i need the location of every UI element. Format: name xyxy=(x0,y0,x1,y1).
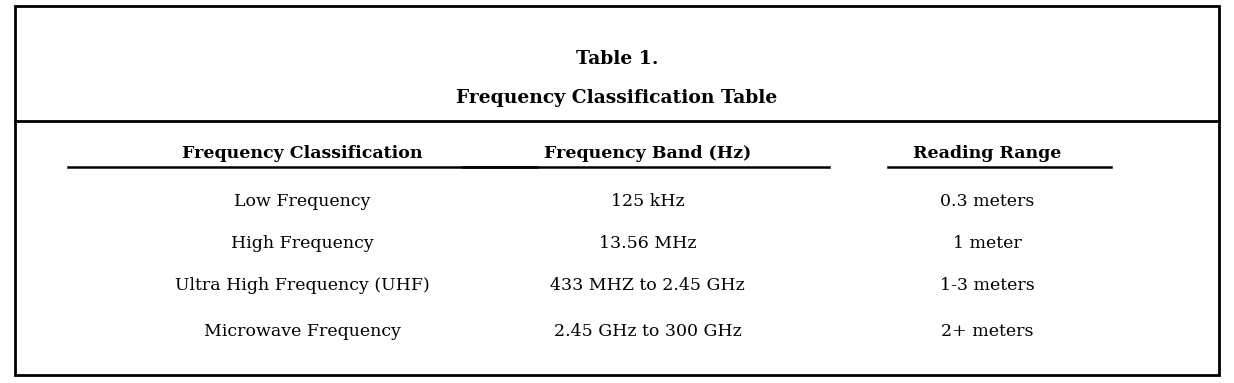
Text: Microwave Frequency: Microwave Frequency xyxy=(204,323,401,340)
Text: High Frequency: High Frequency xyxy=(231,235,374,252)
Text: 0.3 meters: 0.3 meters xyxy=(940,193,1034,210)
Text: 1-3 meters: 1-3 meters xyxy=(940,277,1034,294)
Text: Low Frequency: Low Frequency xyxy=(234,193,370,210)
Text: Frequency Classification: Frequency Classification xyxy=(183,145,422,162)
Text: Frequency Band (Hz): Frequency Band (Hz) xyxy=(544,145,752,162)
Text: Frequency Classification Table: Frequency Classification Table xyxy=(457,89,777,106)
Text: Table 1.: Table 1. xyxy=(576,51,658,68)
Text: 2+ meters: 2+ meters xyxy=(942,323,1033,340)
Text: Reading Range: Reading Range xyxy=(913,145,1061,162)
Text: 13.56 MHz: 13.56 MHz xyxy=(598,235,697,252)
Text: 2.45 GHz to 300 GHz: 2.45 GHz to 300 GHz xyxy=(554,323,742,340)
Text: Ultra High Frequency (UHF): Ultra High Frequency (UHF) xyxy=(175,277,429,294)
Text: 125 kHz: 125 kHz xyxy=(611,193,685,210)
Text: 1 meter: 1 meter xyxy=(953,235,1022,252)
Text: 433 MHZ to 2.45 GHz: 433 MHZ to 2.45 GHz xyxy=(550,277,745,294)
